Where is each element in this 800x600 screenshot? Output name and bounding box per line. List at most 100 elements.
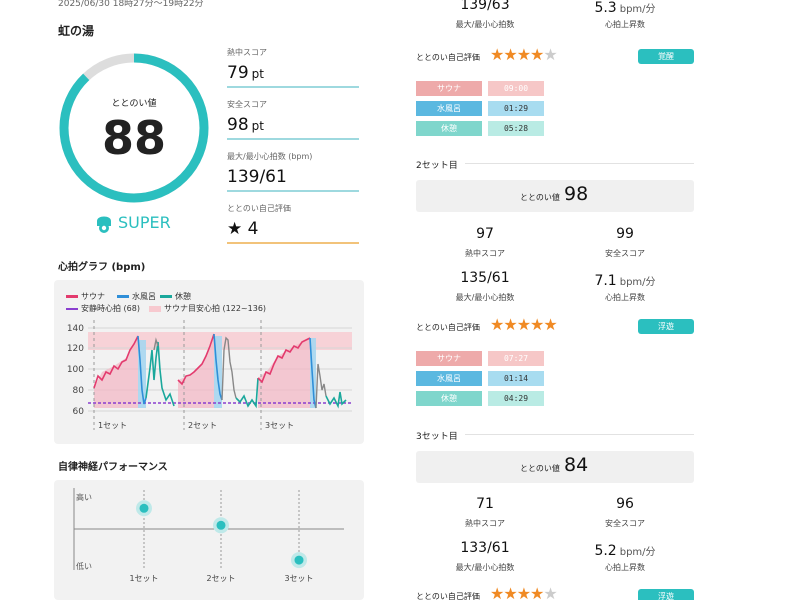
score-item-heart-rate: 最大/最小心拍数 (bpm) 139/61 [227, 151, 359, 192]
set2-phase-cold: 水風呂 [416, 371, 482, 386]
set3-max-min-hr: 133/61 [460, 540, 510, 556]
set1-self-eval-label: ととのい自己評価 [416, 53, 480, 62]
x-set-label: 3セット [284, 574, 313, 583]
star-icon: ★ [490, 45, 504, 64]
star-icon: ★ [530, 315, 544, 334]
score-unit: pt [251, 119, 264, 133]
star-icon: ★ [503, 584, 517, 600]
autonomic-plot: 高い 低い 1セット 2セット 3セット [73, 488, 344, 583]
totonoi-value: 88 [101, 111, 166, 165]
x-set-label: 1セット [129, 574, 158, 583]
rank-label: SUPER [118, 213, 171, 232]
gauge-progress-arc [59, 53, 209, 203]
star-icon: ★ [516, 315, 531, 334]
star-icon: ★ [543, 45, 557, 64]
set2-safety-score: 99 [616, 226, 634, 242]
autonomic-point [216, 520, 226, 530]
set2-time-sauna: 07:27 [488, 351, 544, 366]
set2-heat-score: 97 [476, 226, 494, 242]
set1-phase-cold: 水風呂 [416, 101, 482, 116]
y-tick-label: 60 [73, 407, 85, 417]
set2-time-rest: 04:29 [488, 391, 544, 406]
set3-max-min-hr-label: 最大/最小心拍数 [455, 563, 515, 572]
score-label: 安全スコア [227, 100, 267, 109]
set3-safety-score: 96 [616, 496, 634, 512]
autonomic-chart-title: 自律神経パフォーマンス [58, 462, 168, 473]
autonomic-low-label: 低い [76, 561, 92, 571]
set2-max-min-hr-label: 最大/最小心拍数 [455, 293, 515, 302]
star-icon: ★ [503, 315, 517, 334]
set3-heat-label: 熱中スコア [465, 519, 505, 528]
score-value: 98 [227, 115, 249, 135]
set2-max-min-hr: 135/61 [460, 270, 510, 286]
set3-totonoi-banner: ととのい値 84 [416, 451, 694, 483]
set2-badge: 浮遊 [638, 319, 694, 334]
set3-totonoi-value: 84 [564, 454, 589, 476]
score-label: 熱中スコア [227, 48, 267, 57]
star-icon: ★ [543, 584, 557, 600]
set2-self-eval-label: ととのい自己評価 [416, 323, 480, 332]
set2-hr-rise: 7.1 bpm/分 [594, 273, 656, 289]
star-icon: ★ [503, 45, 517, 64]
legend-resting-hr: 安静時心拍 (68) [66, 303, 140, 314]
star-icon: ★ [543, 315, 557, 334]
y-tick-label: 100 [67, 365, 84, 375]
totonoi-label: ととのい値 [111, 99, 157, 109]
set3-badge: 浮遊 [638, 589, 694, 600]
facility-name: 虹の湯 [58, 24, 95, 38]
set2-title: 2セット目 [416, 161, 458, 171]
y-tick-label: 140 [67, 324, 84, 334]
set2-heat-label: 熱中スコア [465, 249, 505, 258]
set2-hr-rise-label: 心拍上昇数 [605, 293, 645, 302]
score-item-self-eval: ととのい自己評価 ★ 4 [227, 203, 359, 244]
set1-time-cold: 01:29 [488, 101, 544, 116]
set2-totonoi-label: ととのい値 [520, 193, 560, 202]
set2-phase-sauna: サウナ [416, 351, 482, 366]
set3-title: 3セット目 [416, 432, 458, 442]
set2-safety-label: 安全スコア [605, 249, 645, 258]
session-datetime: 2025/06/30 18時27分〜19時22分 [58, 0, 204, 9]
heart-rate-chart: サウナ 水風呂 休憩 安静時心拍 (68) サウナ目安心拍 (122~136) [54, 280, 364, 444]
set1-phase-sauna: サウナ [416, 81, 482, 96]
set1-max-min-hr-label: 最大/最小心拍数 [455, 20, 515, 29]
x-set-label: 2セット [206, 574, 235, 583]
set1-time-sauna: 09:00 [488, 81, 544, 96]
set3-hr-rise: 5.2 bpm/分 [594, 543, 656, 559]
autonomic-chart: 高い 低い 1セット 2セット 3セット [54, 480, 364, 600]
set2-time-cold: 01:14 [488, 371, 544, 386]
star-icon: ★ [516, 45, 531, 64]
score-value: 79 [227, 63, 249, 83]
star-icon: ★ [530, 45, 544, 64]
heart-chart-title: 心拍グラフ (bpm) [58, 262, 146, 273]
set1-phase-rest: 休憩 [416, 121, 482, 136]
star-icon: ★ [516, 584, 531, 600]
set1-hr-rise-label: 心拍上昇数 [605, 20, 645, 29]
set3-safety-label: 安全スコア [605, 519, 645, 528]
heart-rate-plot: 140 120 100 80 60 1セット 2セット 3セット [67, 320, 352, 430]
set2-totonoi-value: 98 [564, 183, 589, 205]
rank-icon [94, 212, 114, 238]
set2-totonoi-banner: ととのい値 98 [416, 180, 694, 212]
star-icon: ★ [530, 584, 544, 600]
score-item-heat: 熱中スコア 79 pt [227, 47, 359, 88]
score-label: 最大/最小心拍数 (bpm) [227, 152, 313, 161]
set1-time-rest: 05:28 [488, 121, 544, 136]
set2-stars: ★★★★★ [490, 315, 558, 334]
score-unit: pt [251, 67, 264, 81]
score-item-safety: 安全スコア 98 pt [227, 99, 359, 140]
score-label: ととのい自己評価 [227, 204, 291, 213]
set3-heat-score: 71 [476, 496, 494, 512]
x-set-label: 3セット [265, 421, 294, 430]
star-icon: ★ [490, 584, 504, 600]
set1-badge: 覚醒 [638, 49, 694, 64]
set3-totonoi-label: ととのい値 [520, 464, 560, 473]
autonomic-point [139, 503, 149, 513]
totonoi-gauge: ととのい値 88 [56, 50, 212, 206]
set3-self-eval-label: ととのい自己評価 [416, 592, 480, 600]
legend-rest: 休憩 [160, 291, 191, 302]
set3-stars: ★★★★★ [490, 584, 558, 600]
set1-stars: ★★★★★ [490, 45, 558, 64]
set1-hr-rise: 5.3 bpm/分 [594, 0, 656, 16]
set3-hr-rise-label: 心拍上昇数 [605, 563, 645, 572]
autonomic-high-label: 高い [76, 492, 92, 502]
